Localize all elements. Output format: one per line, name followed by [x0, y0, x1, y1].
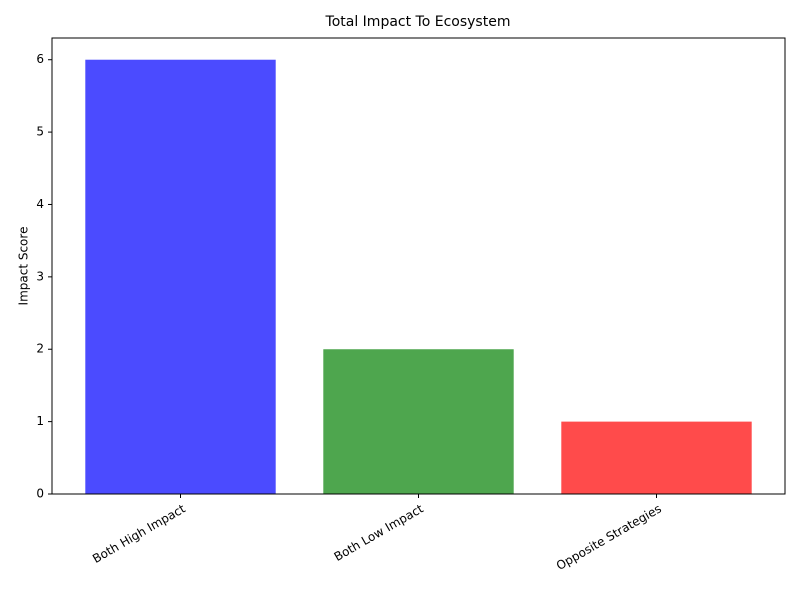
x-tick-label: Opposite Strategies: [554, 502, 664, 574]
chart-title: Total Impact To Ecosystem: [325, 14, 511, 30]
y-axis-label: Impact Score: [17, 227, 31, 306]
y-tick-label: 6: [36, 52, 44, 66]
plot-frame: [51, 37, 786, 495]
bar: [561, 421, 752, 494]
bar: [323, 349, 514, 494]
bar: [85, 59, 276, 494]
y-tick-label: 3: [36, 269, 44, 283]
x-tick-label: Both Low Impact: [332, 501, 426, 564]
y-tick-label: 0: [36, 487, 44, 501]
x-tick-label: Both High Impact: [90, 501, 188, 566]
y-tick-label: 1: [36, 414, 44, 428]
y-tick-label: 2: [36, 342, 44, 356]
y-tick-label: 4: [36, 197, 44, 211]
y-tick-label: 5: [36, 125, 44, 139]
